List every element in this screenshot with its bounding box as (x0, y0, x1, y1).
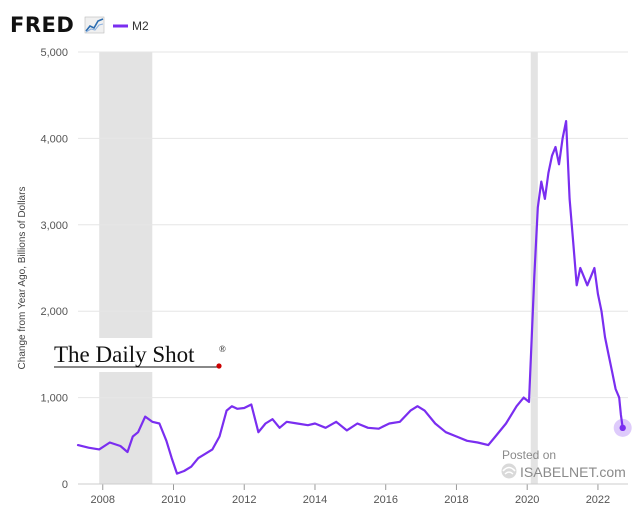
isabelnet-watermark: Posted on ISABELNET.com (501, 448, 626, 480)
recession-band-0 (99, 52, 153, 484)
x-tick-label: 2008 (91, 494, 115, 506)
daily-shot-text: The Daily Shot (54, 342, 195, 367)
y-tick-label: 1,000 (40, 393, 68, 405)
x-tick-label: 2018 (444, 494, 468, 506)
x-tick-label: 2022 (586, 494, 610, 506)
red-dot-icon (216, 363, 222, 369)
fred-logo: FRED (10, 13, 74, 37)
legend-label: M2 (132, 19, 149, 33)
y-tick-label: 5,000 (40, 47, 68, 59)
y-tick-label: 0 (62, 479, 68, 491)
x-tick-label: 2020 (515, 494, 539, 506)
isabelnet-logo-icon (501, 463, 517, 479)
chart-line-icon (84, 16, 105, 34)
last-point-marker (619, 424, 626, 432)
x-axis-ticks: 2008 2010 2012 2014 2016 2018 2020 2022 (91, 484, 610, 506)
series-layer (76, 119, 632, 475)
y-tick-label: 3,000 (40, 220, 68, 232)
isabelnet-text: ISABELNET.com (520, 464, 626, 480)
fred-header: FRED M2 (10, 13, 149, 37)
y-tick-label: 4,000 (40, 133, 68, 145)
x-tick-label: 2016 (373, 494, 397, 506)
recession-shading (99, 52, 538, 484)
y-axis-title: Change from Year Ago, Billions of Dollar… (17, 187, 28, 370)
series-line-m2 (76, 119, 624, 475)
daily-shot-watermark: The Daily Shot ® (50, 338, 232, 372)
daily-shot-mark: ® (219, 344, 226, 354)
x-tick-label: 2014 (303, 494, 327, 506)
posted-on-text: Posted on (502, 448, 556, 462)
y-axis-ticks: 0 1,000 2,000 3,000 4,000 5,000 (40, 47, 68, 491)
x-tick-label: 2010 (161, 494, 185, 506)
x-tick-label: 2012 (232, 494, 256, 506)
y-tick-label: 2,000 (40, 306, 68, 318)
